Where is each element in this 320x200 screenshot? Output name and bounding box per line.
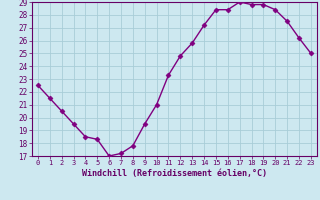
X-axis label: Windchill (Refroidissement éolien,°C): Windchill (Refroidissement éolien,°C) <box>82 169 267 178</box>
